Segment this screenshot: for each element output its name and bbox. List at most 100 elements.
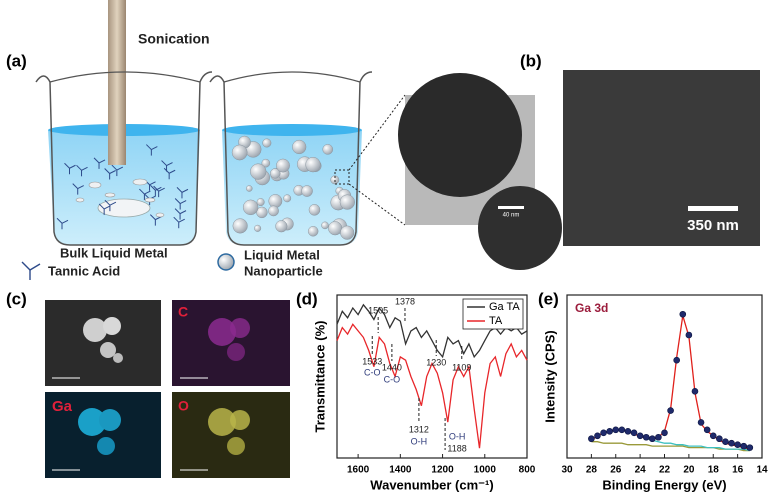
tannic-stroke	[158, 187, 165, 192]
tannic-stroke	[109, 170, 116, 174]
nanoparticle	[283, 194, 292, 203]
bulk-metal-label: Bulk Liquid Metal	[60, 245, 168, 260]
nanoparticle	[322, 144, 334, 155]
peak-label: 1188	[447, 443, 466, 453]
tannic-stroke	[149, 181, 156, 186]
nanoparticle	[254, 224, 262, 232]
tannic-icon	[104, 199, 117, 212]
tannic-stroke	[111, 164, 118, 171]
chart-title: Ga 3d	[575, 301, 608, 315]
tannic-icon	[93, 157, 106, 169]
tannic-stroke	[72, 183, 79, 189]
tannic-icon	[174, 198, 187, 210]
peak-note: O-H	[411, 436, 428, 446]
data-point	[685, 331, 693, 339]
tannic-stroke	[103, 205, 111, 210]
nanoparticle	[256, 206, 268, 219]
beaker	[48, 124, 200, 245]
nanoparticle	[328, 221, 343, 236]
data-point	[600, 429, 607, 437]
eds-tile	[45, 300, 161, 386]
data-point	[667, 407, 674, 414]
nanoparticle	[330, 175, 340, 185]
sonication-label: Sonication	[138, 31, 210, 47]
data-point	[655, 433, 662, 441]
element-label: Ga	[52, 398, 73, 415]
data-point	[703, 426, 711, 434]
nanoparticle	[245, 185, 253, 192]
sem-image	[563, 70, 760, 246]
peak-label: 1230	[426, 357, 446, 367]
metal-drop	[132, 178, 148, 186]
tannic-icon	[173, 216, 185, 229]
tannic-icon	[64, 162, 76, 175]
tannic-stroke	[93, 157, 100, 164]
nanoparticle-icon	[217, 253, 235, 271]
nanoparticle	[339, 194, 355, 210]
tannic-stroke	[174, 198, 181, 204]
metal-drop	[75, 197, 85, 203]
data-point	[716, 435, 723, 443]
x-tick-label: 14	[756, 465, 768, 476]
beaker	[222, 124, 362, 245]
x-tick-label: 18	[708, 465, 720, 476]
tannic-stroke	[173, 216, 180, 223]
x-tick-label: 24	[635, 465, 647, 476]
x-axis-label: Wavenumber (cm⁻¹)	[370, 477, 493, 492]
x-tick-label: 1200	[431, 465, 454, 476]
sonicator-probe	[108, 0, 126, 165]
tannic-icon	[72, 183, 84, 195]
peak-label: 1109	[452, 362, 471, 372]
peak-note: C-O	[384, 374, 401, 384]
scale-bar	[688, 206, 738, 211]
tannic-icon	[153, 185, 165, 198]
nanoparticle	[231, 144, 248, 161]
nanoparticle-label: Nanoparticle	[244, 263, 323, 278]
nanoparticle	[268, 205, 279, 217]
eds-tile	[172, 300, 290, 386]
tannic-icon	[174, 208, 187, 220]
x-tick-label: 28	[586, 465, 598, 476]
data-point	[746, 444, 754, 451]
tannic-icon	[139, 188, 151, 201]
data-point	[709, 432, 717, 440]
zoom-box	[334, 169, 350, 185]
nanoparticle	[305, 156, 321, 173]
nanoparticle	[242, 199, 259, 216]
panel-label: (d)	[296, 289, 318, 308]
tannic-icon	[145, 144, 158, 156]
eds-tile	[172, 392, 290, 478]
x-tick-label: 26	[610, 465, 622, 476]
tannic-stroke	[161, 160, 167, 166]
data-point	[734, 441, 741, 448]
nanoparticle-label: Liquid Metal	[244, 247, 320, 262]
series-line	[336, 323, 528, 449]
peak-label: 1505	[368, 305, 388, 315]
tannic-stroke	[98, 159, 106, 164]
nanoparticle	[262, 138, 272, 148]
data-point	[624, 428, 632, 435]
nanoparticle	[261, 158, 271, 168]
beaker-rim	[223, 71, 361, 83]
tannic-stroke	[98, 203, 105, 210]
plot-frame	[336, 294, 528, 459]
x-tick-label: 1000	[474, 465, 497, 476]
nanoparticle	[232, 218, 248, 234]
data-point	[697, 419, 705, 426]
tannic-stroke	[151, 146, 158, 151]
tannic-icon	[21, 261, 41, 280]
data-point	[691, 388, 699, 395]
beaker-outline	[209, 71, 373, 246]
data-point	[661, 429, 668, 437]
element-label: O	[178, 398, 189, 414]
nanoparticle	[276, 158, 290, 173]
peak-note: C-O	[364, 367, 381, 377]
tannic-icon	[98, 203, 111, 215]
peak-label: 1533	[362, 356, 382, 366]
y-axis-label: Intensity (CPS)	[542, 330, 557, 422]
tannic-stroke	[81, 166, 88, 171]
tannic-stroke	[168, 169, 176, 174]
tannic-stroke	[104, 199, 111, 206]
tannic-stroke	[174, 208, 181, 214]
